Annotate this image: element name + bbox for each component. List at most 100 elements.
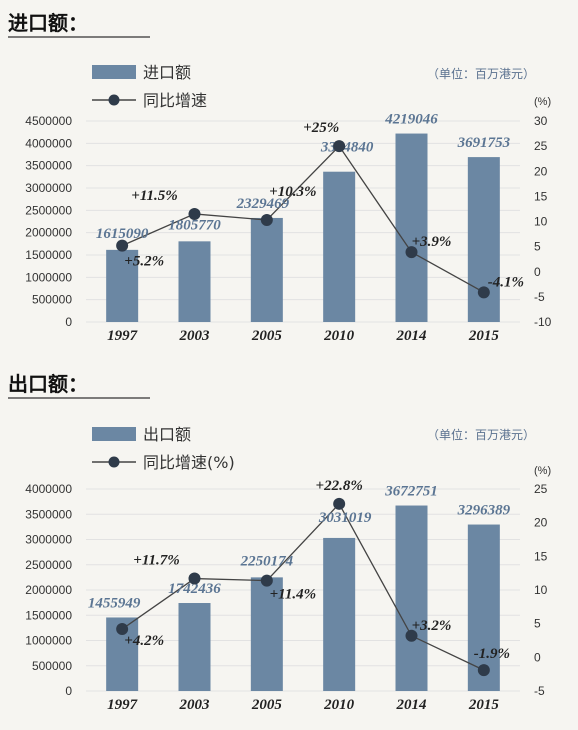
y2-tick-label: 5 (534, 240, 541, 254)
growth-marker (477, 286, 490, 299)
y-tick-label: 2500000 (25, 203, 72, 217)
y-tick-label: 0 (65, 315, 72, 329)
growth-rate-label: -1.9% (474, 646, 510, 662)
x-tick-label: 2005 (251, 328, 283, 344)
y-tick-label: 1000000 (25, 634, 72, 648)
growth-marker (116, 239, 129, 252)
growth-rate-label: +25% (303, 120, 339, 136)
growth-rate-label: +22.8% (316, 478, 363, 494)
growth-line (121, 502, 485, 671)
growth-marker (333, 497, 346, 510)
y2-axis-label: (%) (534, 96, 551, 108)
growth-rate-label: +10.3% (269, 184, 316, 200)
y2-tick-label: -10 (534, 315, 552, 329)
bar-value-label: 1742436 (168, 581, 221, 597)
bar (323, 171, 356, 322)
bar-value-label: 3364840 (320, 140, 374, 156)
growth-marker (477, 664, 490, 677)
y-tick-label: 3500000 (25, 507, 72, 521)
x-tick-label: 2005 (251, 697, 283, 713)
y-tick-label: 4500000 (25, 114, 72, 128)
legend-line-marker (108, 94, 120, 106)
growth-marker (405, 629, 418, 642)
y2-tick-label: 10 (534, 215, 548, 229)
unit-label: （单位：百万港元） (427, 427, 535, 442)
x-tick-label: 2014 (396, 328, 428, 344)
x-tick-label: 1997 (107, 328, 138, 344)
bar-value-label: 1455949 (88, 595, 141, 611)
bar (395, 133, 428, 322)
bar (106, 249, 139, 322)
legend-line-label: 同比增速 (143, 91, 207, 110)
y-tick-label: 1000000 (25, 270, 72, 284)
y2-tick-label: 20 (534, 516, 548, 530)
growth-marker (188, 572, 201, 585)
y2-axis-label: (%) (534, 465, 551, 477)
y2-tick-label: -5 (534, 290, 545, 304)
y-tick-label: 3000000 (25, 533, 72, 547)
unit-label: （单位：百万港元） (427, 66, 535, 81)
legend-line-label: 同比增速(%) (143, 453, 235, 472)
legend-bar-swatch (92, 427, 136, 441)
legend-bar-label: 进口额 (143, 63, 191, 82)
growth-rate-label: +4.2% (124, 633, 164, 649)
y2-tick-label: -5 (534, 684, 545, 698)
y2-tick-label: 5 (534, 617, 541, 631)
growth-rate-label: +11.4% (270, 587, 316, 603)
growth-marker (260, 213, 273, 226)
y-tick-label: 500000 (32, 293, 72, 307)
x-tick-label: 2014 (396, 697, 428, 713)
y-tick-label: 2000000 (25, 226, 72, 240)
x-tick-label: 2003 (179, 328, 211, 344)
growth-line (121, 145, 485, 293)
growth-rate-label: +11.7% (133, 553, 179, 569)
bar-value-label: 1615090 (96, 226, 149, 242)
y-tick-label: 4000000 (25, 136, 72, 150)
legend-line-marker (108, 456, 120, 468)
chart-heading: 进口额： (8, 11, 88, 35)
legend-bar-swatch (92, 65, 136, 79)
bar (323, 537, 356, 691)
growth-marker (116, 623, 129, 636)
x-tick-label: 1997 (107, 697, 138, 713)
x-tick-label: 2003 (179, 697, 211, 713)
bar-value-label: 2250174 (240, 553, 294, 569)
growth-marker (333, 140, 346, 153)
x-tick-label: 2015 (468, 697, 500, 713)
bar-value-label: 3672751 (384, 484, 438, 500)
growth-rate-label: +11.5% (131, 188, 177, 204)
bar (178, 603, 211, 691)
y-tick-label: 3500000 (25, 159, 72, 173)
y-tick-label: 4000000 (25, 482, 72, 496)
bar (250, 577, 283, 691)
y-tick-label: 500000 (32, 659, 72, 673)
y2-tick-label: 20 (534, 164, 548, 178)
growth-marker (405, 246, 418, 259)
growth-rate-label: -4.1% (488, 274, 524, 290)
bar (178, 241, 211, 322)
legend-bar-label: 出口额 (143, 425, 191, 444)
y-tick-label: 1500000 (25, 248, 72, 262)
y-tick-label: 2000000 (25, 583, 72, 597)
chart-heading: 出口额： (8, 372, 88, 396)
y2-tick-label: 25 (534, 139, 548, 153)
y2-tick-label: 25 (534, 482, 548, 496)
y2-tick-label: 0 (534, 265, 541, 279)
growth-rate-label: +3.2% (412, 618, 452, 634)
y2-tick-label: 0 (534, 650, 541, 664)
x-tick-label: 2015 (468, 328, 500, 344)
growth-marker (260, 574, 273, 587)
y2-tick-label: 10 (534, 583, 548, 597)
y2-tick-label: 30 (534, 114, 548, 128)
growth-marker (188, 207, 201, 220)
y-tick-label: 0 (65, 684, 72, 698)
y-tick-label: 2500000 (25, 558, 72, 572)
y2-tick-label: 15 (534, 549, 548, 563)
bar-value-label: 2329469 (236, 196, 290, 212)
growth-rate-label: +3.9% (412, 234, 452, 250)
bar-value-label: 1805770 (168, 217, 221, 233)
bar-value-label: 3691753 (457, 135, 511, 151)
bar (250, 217, 283, 322)
